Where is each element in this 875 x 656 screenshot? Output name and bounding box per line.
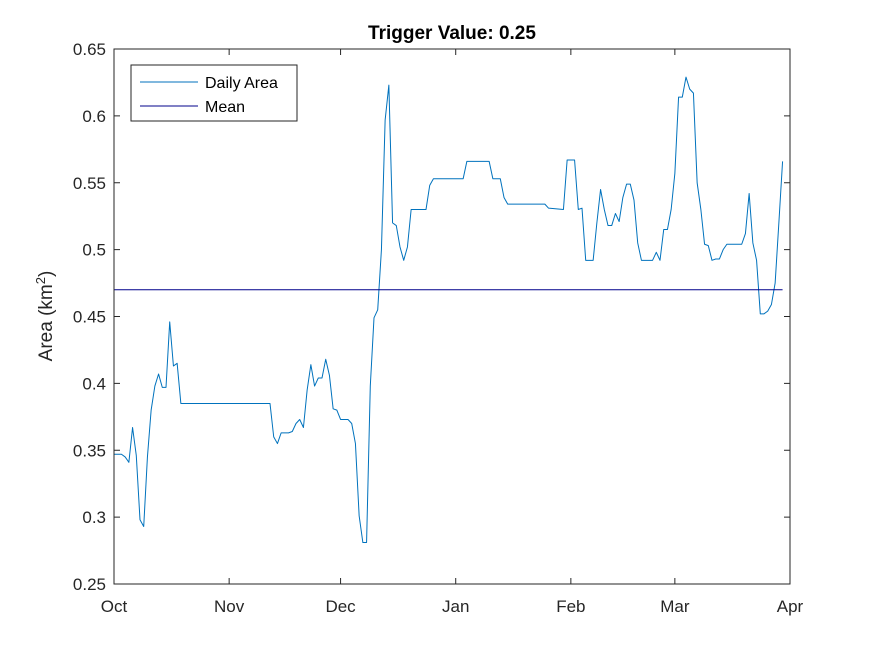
x-tick-label: Nov [214, 597, 245, 616]
legend: Daily Area Mean [130, 64, 298, 122]
x-tick-label: Dec [325, 597, 356, 616]
x-tick-label: Mar [660, 597, 690, 616]
legend-label: Mean [205, 99, 245, 116]
y-tick-label: 0.55 [73, 174, 106, 193]
x-tick-label: Apr [777, 597, 804, 616]
series-line-daily-area [114, 76, 784, 544]
axis-ticks: 0.25 0.3 0.35 0.4 0.45 0.5 0.55 0.6 0.65 Oct Nov De… [73, 40, 804, 616]
y-tick-label: 0.35 [73, 441, 106, 460]
legend-label: Daily Area [205, 75, 278, 92]
chart-title: Trigger Value: 0.25 [368, 23, 536, 44]
y-axis-label-superscript: 2 [33, 277, 48, 284]
x-tick-label: Jan [442, 597, 469, 616]
series-layer [114, 76, 784, 544]
y-tick-label: 0.25 [73, 575, 106, 594]
y-axis-label: Area (km2) [33, 271, 58, 362]
plot-area [114, 49, 790, 584]
y-tick-label: 0.5 [82, 241, 106, 260]
y-tick-label: 0.65 [73, 40, 106, 59]
x-tick-label: Oct [101, 597, 128, 616]
y-axis-label-close: ) [36, 271, 57, 277]
legend-box [130, 64, 298, 122]
x-tick-label: Feb [556, 597, 585, 616]
y-tick-label: 0.45 [73, 308, 106, 327]
y-tick-label: 0.6 [82, 107, 106, 126]
plot-frame [113, 48, 791, 585]
y-axis-label-text: Area (km [36, 284, 57, 361]
y-tick-label: 0.3 [82, 508, 106, 527]
y-tick-label: 0.4 [82, 374, 106, 393]
